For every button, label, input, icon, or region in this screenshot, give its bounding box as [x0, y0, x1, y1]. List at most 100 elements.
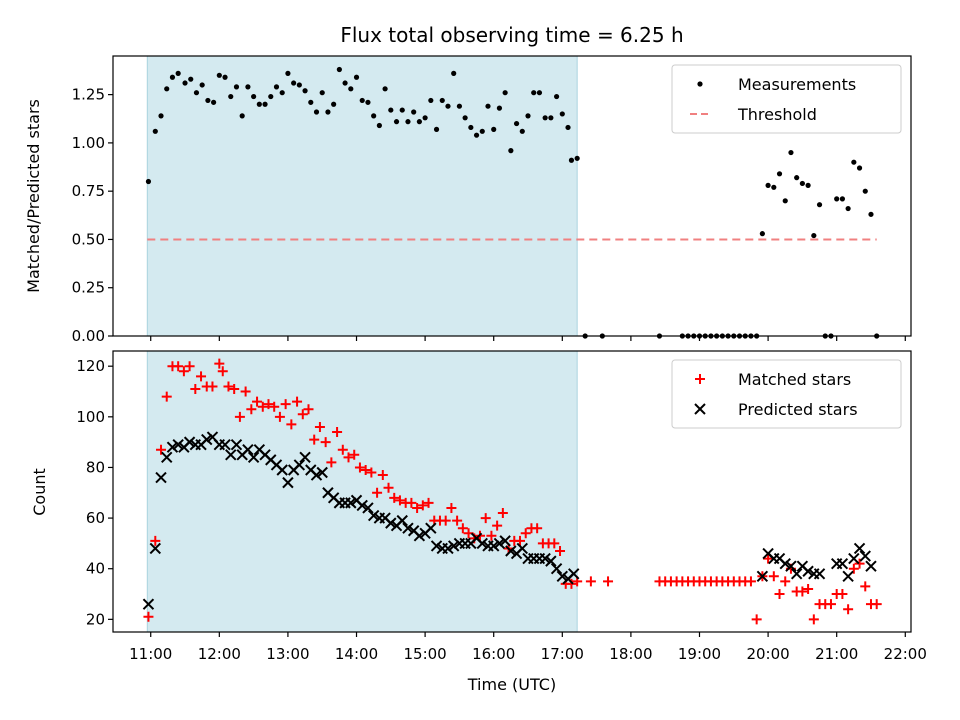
data-point [362, 502, 374, 514]
data-point [457, 523, 468, 534]
data-point [216, 72, 222, 78]
data-point [184, 361, 195, 372]
series-2 [142, 431, 877, 610]
data-point [230, 438, 243, 451]
data-point [860, 581, 871, 592]
y-tick-label: 20 [86, 610, 105, 628]
y-tick-label: 40 [86, 560, 105, 578]
data-point [854, 558, 865, 569]
legend-label: Matched stars [738, 370, 851, 389]
data-point [152, 128, 158, 134]
data-point [337, 444, 348, 455]
data-point [359, 97, 365, 104]
data-point [354, 462, 365, 473]
data-point [765, 182, 771, 188]
x-tick-label: 19:00 [678, 645, 721, 663]
data-point [782, 198, 788, 204]
data-point [193, 90, 200, 96]
observing-interval-shade [146, 350, 578, 633]
data-point [372, 487, 383, 498]
y-tick-label: 60 [86, 509, 105, 527]
data-point [785, 560, 797, 572]
data-point [585, 576, 596, 587]
data-point [751, 614, 762, 625]
data-point [440, 515, 451, 526]
data-point [251, 93, 257, 100]
data-point [169, 74, 176, 80]
data-point [536, 90, 543, 96]
plot-frame [112, 350, 912, 633]
data-point [542, 115, 548, 121]
data-point [553, 93, 560, 100]
data-point [413, 530, 426, 542]
data-point [505, 545, 517, 557]
data-point [430, 540, 443, 552]
chart-title: Flux total observing time = 6.25 h [340, 23, 683, 47]
data-point [853, 542, 866, 555]
data-point [382, 86, 388, 92]
legend-marker [697, 81, 703, 87]
data-point [774, 589, 785, 600]
data-point [865, 560, 877, 572]
data-point [309, 434, 320, 445]
data-point [813, 568, 826, 580]
data-point [263, 399, 274, 410]
data-point [252, 396, 263, 407]
data-point [145, 178, 152, 185]
data-point [433, 126, 440, 132]
data-point [771, 184, 777, 190]
data-point [485, 103, 491, 109]
data-point [843, 604, 854, 615]
data-point [172, 438, 184, 451]
data-point [423, 497, 434, 508]
data-point [207, 381, 218, 392]
data-point [491, 126, 497, 132]
data-point [276, 464, 288, 476]
data-point [442, 542, 454, 555]
x-tick-label: 13:00 [266, 645, 309, 663]
data-point [314, 421, 325, 432]
data-point [520, 528, 531, 539]
data-point [279, 90, 285, 96]
data-point [416, 119, 422, 125]
data-point [493, 537, 506, 550]
data-point [479, 128, 485, 134]
data-point [837, 589, 848, 600]
data-point [274, 411, 285, 422]
data-point [868, 211, 874, 217]
data-point [808, 614, 819, 625]
data-point [196, 371, 207, 382]
data-point [559, 111, 565, 117]
data-point [150, 535, 161, 546]
legend-label: Predicted stars [738, 400, 858, 419]
data-point [247, 451, 260, 464]
y-axis-label-count: Count [30, 468, 49, 516]
data-point [349, 449, 360, 460]
data-point [164, 86, 170, 92]
data-point [788, 149, 794, 156]
data-point [280, 399, 291, 410]
legend-label: Measurements [738, 75, 856, 94]
data-point [211, 99, 217, 105]
y-tick-label: 100 [76, 408, 105, 426]
data-point [223, 381, 234, 392]
legend-box [671, 359, 902, 429]
data-point [848, 552, 860, 565]
data-point [513, 120, 520, 127]
data-point [811, 232, 817, 239]
data-point [331, 101, 337, 107]
y-tick-label: 80 [86, 458, 105, 476]
data-point [394, 495, 405, 506]
data-point [797, 586, 808, 597]
data-point [565, 124, 571, 131]
data-point [342, 80, 348, 86]
data-point [282, 476, 294, 489]
data-point [519, 128, 525, 134]
legend-box [671, 64, 902, 134]
data-point [256, 101, 262, 107]
data-point [794, 175, 800, 181]
data-point [319, 90, 325, 96]
data-point [515, 535, 526, 546]
data-point [155, 471, 167, 484]
data-point [302, 88, 308, 94]
